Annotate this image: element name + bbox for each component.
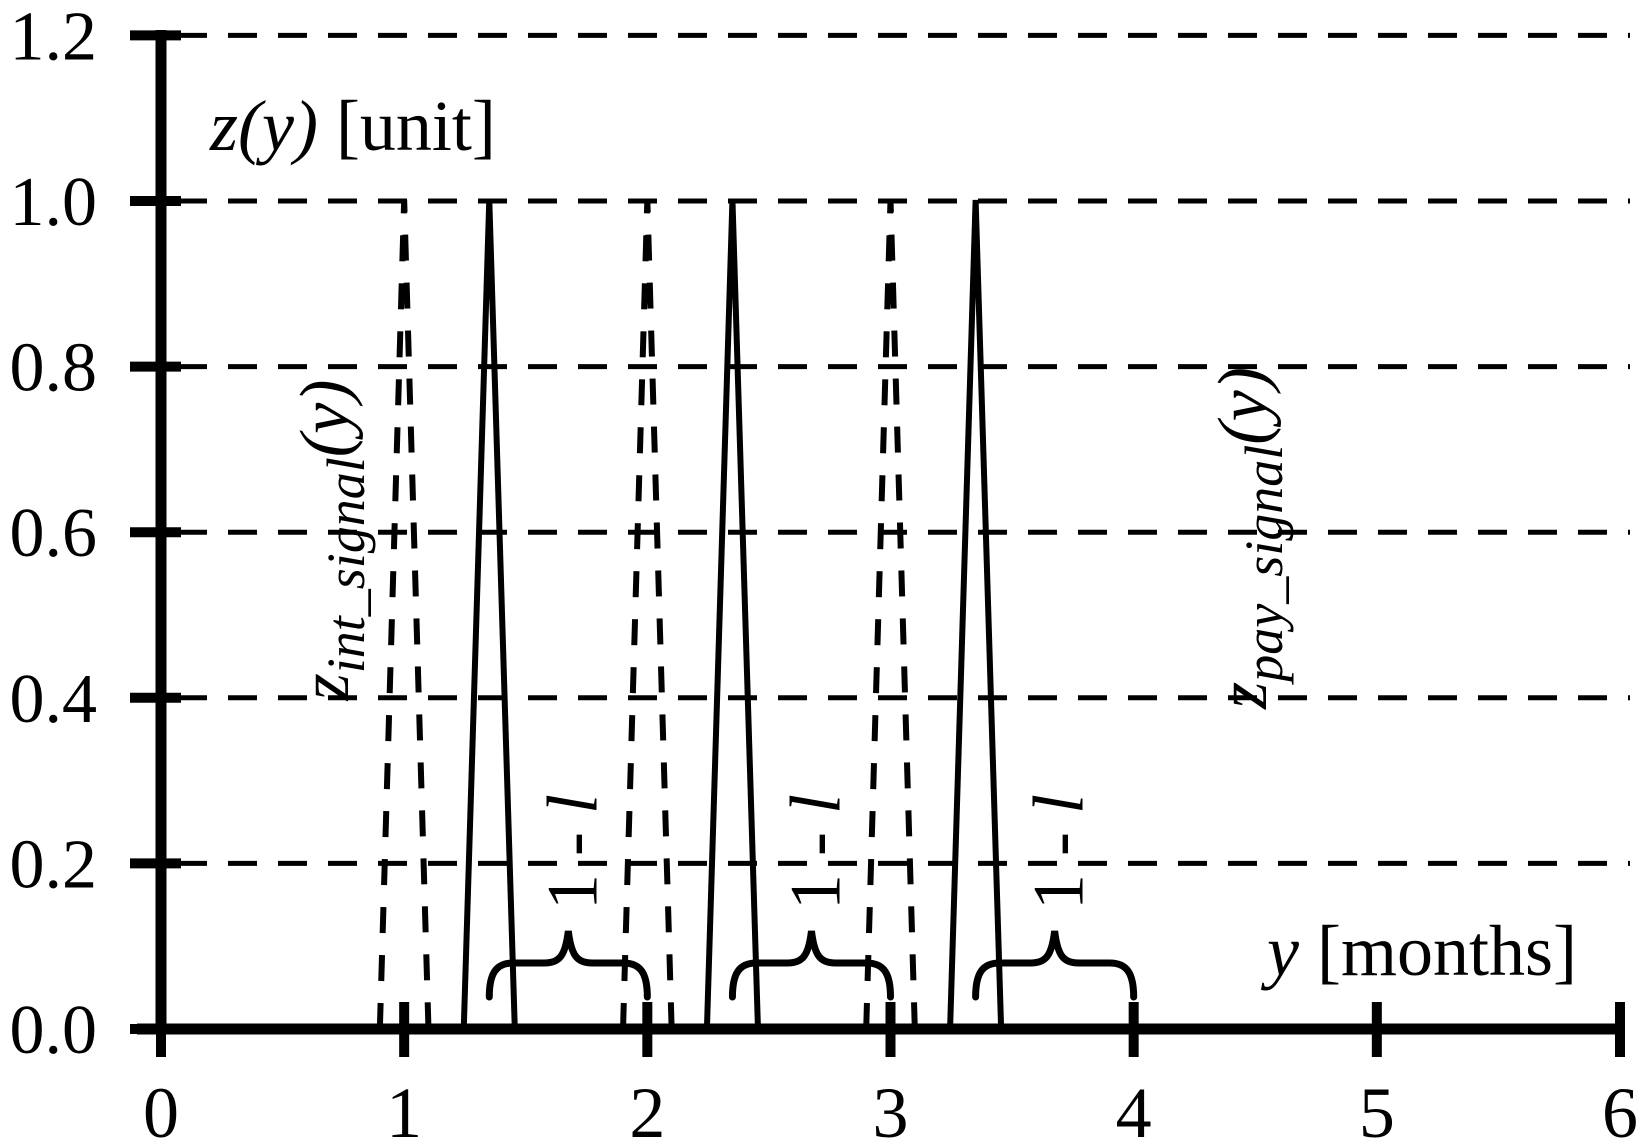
- x-axis-title-math: y: [1260, 911, 1299, 991]
- ticks-layer: [130, 30, 1625, 1057]
- x-tick-label-1: 1: [386, 1073, 422, 1142]
- x-axis-title: y [months]: [1260, 911, 1577, 991]
- y-tick-label-0.8: 0.8: [10, 330, 98, 407]
- brace-label-variable: l: [775, 794, 855, 814]
- right-series-label: zpay_signal(y): [1205, 367, 1294, 710]
- z-pay-signal-pulse-2.35: [703, 199, 761, 1030]
- chart-title-unit: [unit]: [318, 86, 496, 166]
- brace-label-variable: l: [532, 794, 612, 814]
- left-series-label-arg: (y): [287, 380, 364, 458]
- y-tick-label-1.2: 1.2: [10, 0, 98, 75]
- brace-label-number: 1 -: [775, 814, 855, 910]
- x-tick-label-2: 2: [629, 1073, 665, 1142]
- brace-label-3: 1 - l: [1019, 794, 1099, 910]
- y-tick-label-0.2: 0.2: [10, 826, 98, 903]
- series-layer: [376, 199, 1005, 1030]
- chart-title-math: z(y): [209, 86, 318, 166]
- z-int-signal-pulse-1: [376, 199, 432, 1030]
- right-series-label-base: z: [1205, 682, 1282, 710]
- brace-annotations-layer: 1 - l1 - l1 - l: [485, 794, 1138, 1001]
- brace-label-variable: l: [1019, 794, 1099, 814]
- y-tick-label-0.0: 0.0: [10, 992, 98, 1069]
- left-series-label-base: z: [287, 673, 364, 701]
- left-series-label-sub: int_signal: [316, 457, 376, 673]
- x-axis-title-unit: [months]: [1299, 911, 1577, 991]
- brace-label-number: 1 -: [532, 814, 612, 910]
- x-tick-label-3: 3: [873, 1073, 909, 1142]
- interval-brace-1: [485, 930, 651, 1001]
- interval-brace-2: [728, 930, 894, 1001]
- x-tick-label-6: 6: [1602, 1073, 1638, 1142]
- interval-brace-3: [972, 930, 1138, 1001]
- x-tick-label-0: 0: [143, 1073, 179, 1142]
- x-tick-label-4: 4: [1116, 1073, 1152, 1142]
- tick-labels-layer: 0 1 2 3 4 5 6 0.0 0.2 0.4 0.6 0.8 1.0 1.2: [10, 0, 1639, 1142]
- z-pay-signal-pulse-1.35: [460, 199, 518, 1030]
- chart-title: z(y) [unit]: [209, 86, 496, 166]
- x-tick-label-5: 5: [1359, 1073, 1395, 1142]
- left-series-label: zint_signal(y): [287, 380, 376, 702]
- brace-label-2: 1 - l: [775, 794, 855, 910]
- z-int-signal-pulse-2: [620, 199, 675, 1030]
- right-series-label-sub: pay_signal: [1234, 445, 1294, 686]
- right-series-label-arg: (y): [1205, 367, 1282, 445]
- y-tick-label-0.6: 0.6: [10, 495, 98, 572]
- brace-label-number: 1 -: [1019, 814, 1099, 910]
- z-int-signal-pulse-3: [863, 199, 918, 1030]
- brace-label-1: 1 - l: [532, 794, 612, 910]
- gridlines-layer: [178, 32, 1630, 866]
- y-tick-label-1.0: 1.0: [10, 164, 98, 241]
- y-tick-label-0.4: 0.4: [10, 661, 98, 738]
- z-pay-signal-pulse-3.35: [947, 199, 1005, 1030]
